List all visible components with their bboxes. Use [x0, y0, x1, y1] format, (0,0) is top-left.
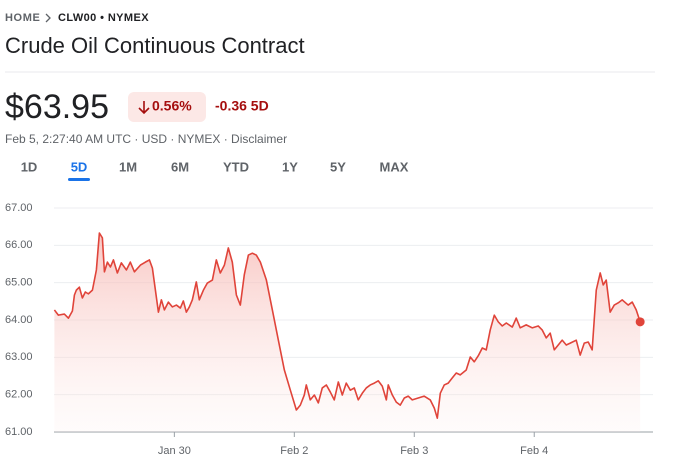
range-tab[interactable]: 6M	[171, 159, 189, 174]
y-tick-label: 67.00	[5, 202, 33, 214]
quote-info: Feb 5, 2:27:40 AM UTC · USD · NYMEX · Di…	[5, 132, 287, 146]
breadcrumb-home[interactable]: HOME	[5, 12, 40, 24]
down-arrow	[138, 101, 150, 115]
x-tick-label: Feb 3	[400, 445, 428, 457]
y-tick-label: 62.00	[5, 389, 33, 401]
range-tab[interactable]: 1D	[21, 159, 38, 174]
change-percent: 0.56%	[152, 98, 192, 114]
x-tick-label: Jan 30	[158, 445, 191, 457]
x-tick-label: Feb 4	[520, 445, 548, 457]
y-tick-label: 64.00	[5, 314, 33, 326]
price: $63.95	[5, 88, 109, 126]
y-tick-label: 61.00	[5, 426, 33, 438]
change-badge	[128, 92, 206, 122]
range-tab[interactable]: 5Y	[330, 159, 346, 174]
y-tick-label: 66.00	[5, 239, 33, 251]
range-tab[interactable]: 1Y	[282, 159, 298, 174]
page-title: Crude Oil Continuous Contract	[5, 33, 305, 58]
range-tab[interactable]: 5D	[71, 159, 88, 174]
breadcrumb-chevron	[45, 13, 51, 23]
range-tab[interactable]: MAX	[380, 159, 409, 174]
range-tabs: 1D 5D 1M 6M YTD 1Y 5Y MAX	[21, 159, 409, 181]
x-tick-label: Feb 2	[280, 445, 308, 457]
price-area	[54, 233, 641, 432]
y-tick-label: 63.00	[5, 351, 33, 363]
chart: 61.00 62.00 63.00 64.00 65.00 66.00 67.00 Jan 3…	[5, 202, 653, 457]
last-price-dot	[635, 317, 645, 327]
range-tab[interactable]: YTD	[223, 159, 249, 174]
price-line	[53, 232, 641, 419]
tab-underline	[68, 178, 90, 181]
change-value: -0.36 5D	[215, 98, 269, 114]
breadcrumb-symbol: CLW00 • NYMEX	[58, 12, 149, 24]
y-tick-label: 65.00	[5, 277, 33, 289]
range-tab[interactable]: 1M	[119, 159, 137, 174]
